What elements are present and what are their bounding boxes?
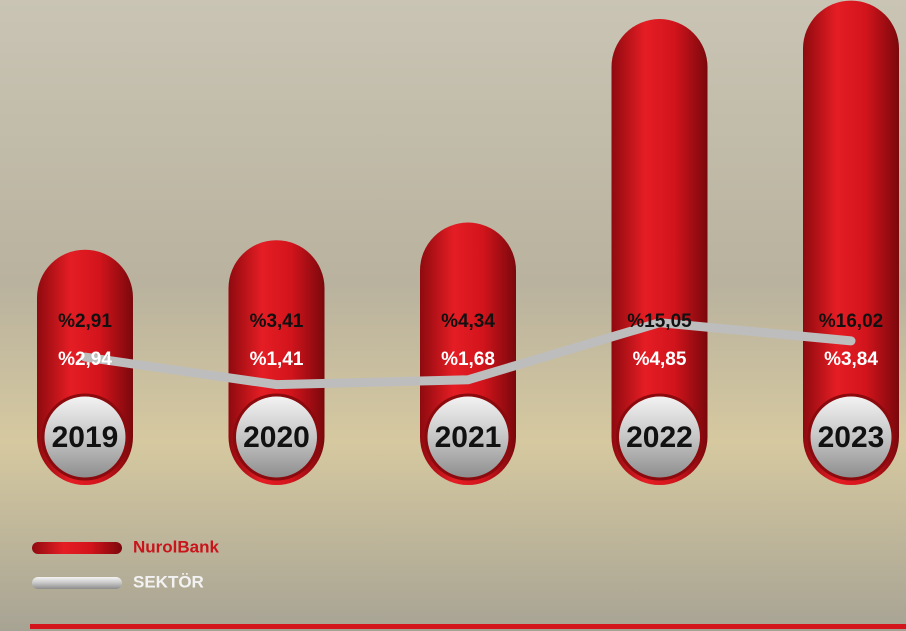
legend-label: SEKTÖR bbox=[133, 572, 204, 591]
value-label: %1,68 bbox=[441, 349, 495, 370]
x-tick-label: 2019 bbox=[52, 421, 119, 454]
legend-label: NurolBank bbox=[133, 537, 220, 556]
value-label: %4,85 bbox=[633, 349, 687, 370]
value-label: %2,94 bbox=[58, 349, 112, 370]
x-tick-label: 2022 bbox=[626, 421, 693, 454]
footer-rule bbox=[30, 624, 906, 629]
value-label: %3,41 bbox=[250, 311, 304, 332]
value-label: %15,05 bbox=[627, 311, 692, 332]
value-label: %3,84 bbox=[824, 349, 878, 370]
x-tick-label: 2021 bbox=[435, 421, 502, 454]
legend-swatch bbox=[32, 577, 122, 589]
page: {"chart_data": {"type": "bar", "categori… bbox=[0, 0, 906, 631]
x-tick-label: 2023 bbox=[818, 421, 885, 454]
value-label: %2,91 bbox=[58, 311, 112, 332]
value-label: %16,02 bbox=[819, 311, 883, 332]
value-label: %1,41 bbox=[250, 349, 304, 370]
chart: 2019 2020 2021 2022 2023 %2,91 %3,41 %4,34 %15,0… bbox=[0, 0, 906, 631]
legend-swatch bbox=[32, 542, 122, 554]
x-tick-label: 2020 bbox=[243, 421, 310, 454]
value-label: %4,34 bbox=[441, 311, 495, 332]
